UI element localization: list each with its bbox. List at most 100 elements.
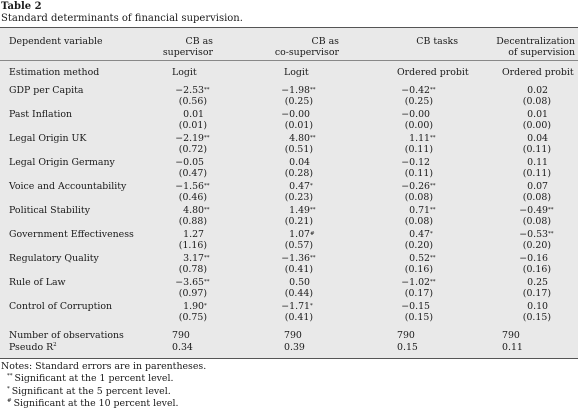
coef-cell: 4.80 ** <box>289 133 316 144</box>
coef-cell: −3.65 ** <box>175 277 210 288</box>
footer-cell: 790 <box>284 330 302 341</box>
se-cell: (0.16) <box>522 264 551 276</box>
coef-cell: −1.98 ** <box>281 85 316 96</box>
se-cell: (0.08) <box>522 192 551 204</box>
coef-value: 1.27 <box>183 229 204 240</box>
table-number: Table 2 <box>1 1 42 12</box>
se-cell: (0.08) <box>404 192 433 204</box>
column-header-line: co-supervisor <box>274 47 339 58</box>
coef-value: 3.17 <box>183 253 204 264</box>
se-cell: (0.57) <box>284 240 313 252</box>
coef-value: −0.05 <box>175 157 204 168</box>
se-cell: (1.16) <box>178 240 207 252</box>
se-cell: (0.44) <box>284 288 313 300</box>
se-cell: (0.51) <box>284 144 313 156</box>
footer-cell: 790 <box>172 330 190 341</box>
row-label: Past Inflation <box>9 109 73 120</box>
column-header-line: CB tasks <box>416 36 458 47</box>
se-cell: (0.08) <box>522 216 551 228</box>
coef-cell: −0.26 ** <box>401 181 436 192</box>
coef-value: 1.11 <box>409 133 430 144</box>
coef-value: 0.47 <box>409 229 430 240</box>
footer-cell: 0.39 <box>284 341 305 353</box>
coef-cell: 0.52 ** <box>409 253 436 264</box>
coef-value: −0.00 <box>281 109 310 120</box>
se-cell: (0.88) <box>178 216 207 228</box>
coef-cell: −0.05 <box>175 157 204 168</box>
column-header-line: supervisor <box>162 47 213 58</box>
coef-value: −3.65 <box>175 277 204 288</box>
se-cell: (0.46) <box>178 192 207 204</box>
se-cell: (0.47) <box>178 168 207 180</box>
coef-cell: 1.11 ** <box>409 133 436 144</box>
coef-cell: 4.80 ** <box>183 205 210 216</box>
note-mark: # <box>7 397 12 404</box>
se-cell: (0.41) <box>284 312 313 324</box>
note-item: * Significant at the 5 percent level. <box>1 386 206 398</box>
se-cell: (0.23) <box>284 192 313 204</box>
se-cell: (0.00) <box>404 120 433 132</box>
coef-value: 0.71 <box>409 205 430 216</box>
method-cell: Ordered probit <box>397 67 469 78</box>
footer-cell: 790 <box>502 330 520 341</box>
coef-cell: 0.04 <box>289 157 310 168</box>
row-label: Legal Origin Germany <box>9 157 115 168</box>
note-item: # Significant at the 10 percent level. <box>1 398 206 410</box>
row-label: Regulatory Quality <box>9 253 99 264</box>
footer-label-text: Pseudo R <box>9 341 54 353</box>
column-header-line: of supervision <box>508 47 575 58</box>
coef-cell: −0.16 <box>519 253 548 264</box>
coef-cell: −0.00 <box>401 109 430 120</box>
se-cell: (0.15) <box>522 312 551 324</box>
se-cell: (0.75) <box>178 312 207 324</box>
header-rule <box>0 60 578 61</box>
row-label: Government Effectiveness <box>9 229 134 240</box>
se-cell: (0.25) <box>284 96 313 108</box>
coef-cell: 1.90 * <box>183 301 207 312</box>
coef-value: 0.50 <box>289 277 310 288</box>
coef-cell: 3.17 ** <box>183 253 210 264</box>
coef-value: 0.01 <box>527 109 548 120</box>
coef-cell: 0.07 <box>527 181 548 192</box>
coef-cell: 0.47 * <box>409 229 433 240</box>
coef-cell: −0.53 ** <box>519 229 554 240</box>
method-cell: Logit <box>284 67 309 78</box>
row-label: Control of Corruption <box>9 301 113 312</box>
se-cell: (0.20) <box>522 240 551 252</box>
se-cell: (0.11) <box>522 144 551 156</box>
coef-cell: 1.27 <box>183 229 204 240</box>
coef-cell: 1.49 ** <box>289 205 316 216</box>
coef-value: −0.16 <box>519 253 548 264</box>
se-cell: (0.28) <box>284 168 313 180</box>
coef-value: 0.25 <box>527 277 548 288</box>
se-cell: (0.15) <box>404 312 433 324</box>
coef-cell: −1.56 ** <box>175 181 210 192</box>
coef-value: 1.49 <box>289 205 310 216</box>
coef-cell: −0.49 ** <box>519 205 554 216</box>
coef-value: 0.52 <box>409 253 430 264</box>
method-label: Estimation method <box>9 67 100 78</box>
coef-cell: 0.04 <box>527 133 548 144</box>
note-item: ** Significant at the 1 percent level. <box>1 373 206 385</box>
se-cell: (0.08) <box>522 96 551 108</box>
coef-value: 0.02 <box>527 85 548 96</box>
se-cell: (0.56) <box>178 96 207 108</box>
coef-cell: −1.71 * <box>281 301 313 312</box>
coef-cell: −0.00 <box>281 109 310 120</box>
se-cell: (0.11) <box>404 168 433 180</box>
column-header: CB as supervisor <box>163 36 213 58</box>
note-text: Significant at the 10 percent level. <box>13 397 179 409</box>
footer-cell: 0.15 <box>397 341 418 353</box>
coef-cell: −0.42 ** <box>401 85 436 96</box>
column-header-line: CB as <box>185 36 213 47</box>
coef-cell: 0.10 <box>527 301 548 312</box>
coef-cell: −2.53 ** <box>175 85 210 96</box>
coef-value: −1.98 <box>281 85 310 96</box>
se-cell: (0.41) <box>284 264 313 276</box>
column-header: CB as co-supervisor <box>275 36 339 58</box>
coef-cell: −0.12 <box>401 157 430 168</box>
coef-cell: 0.25 <box>527 277 548 288</box>
row-label: Political Stability <box>9 205 90 216</box>
coef-value: 0.04 <box>289 157 310 168</box>
coef-cell: 0.01 <box>527 109 548 120</box>
